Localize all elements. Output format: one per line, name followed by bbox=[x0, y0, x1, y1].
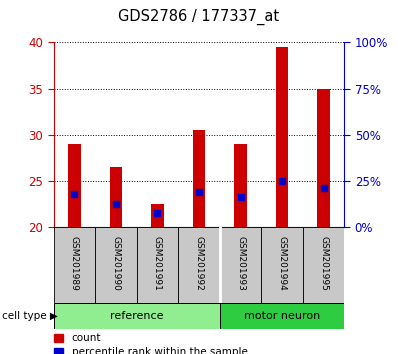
Bar bbox=[54, 227, 95, 303]
Bar bbox=[317, 88, 330, 227]
Bar bbox=[151, 204, 164, 227]
Text: reference: reference bbox=[110, 311, 164, 321]
Text: GSM201990: GSM201990 bbox=[111, 236, 121, 291]
Text: GSM201991: GSM201991 bbox=[153, 236, 162, 291]
Bar bbox=[220, 303, 344, 329]
Bar bbox=[234, 144, 247, 227]
Bar bbox=[95, 227, 137, 303]
Text: GSM201989: GSM201989 bbox=[70, 236, 79, 291]
Bar bbox=[68, 144, 81, 227]
Text: GSM201994: GSM201994 bbox=[277, 236, 287, 291]
Bar bbox=[110, 167, 122, 227]
Bar bbox=[220, 227, 261, 303]
Text: cell type ▶: cell type ▶ bbox=[2, 311, 58, 321]
Bar bbox=[303, 227, 344, 303]
Bar bbox=[276, 47, 288, 227]
Text: GSM201995: GSM201995 bbox=[319, 236, 328, 291]
Legend: count, percentile rank within the sample: count, percentile rank within the sample bbox=[50, 329, 252, 354]
Bar bbox=[193, 130, 205, 227]
Bar bbox=[54, 303, 220, 329]
Bar bbox=[137, 227, 178, 303]
Bar bbox=[261, 227, 303, 303]
Text: motor neuron: motor neuron bbox=[244, 311, 320, 321]
Text: GDS2786 / 177337_at: GDS2786 / 177337_at bbox=[119, 9, 279, 25]
Bar bbox=[178, 227, 220, 303]
Text: GSM201992: GSM201992 bbox=[195, 236, 203, 291]
Text: GSM201993: GSM201993 bbox=[236, 236, 245, 291]
